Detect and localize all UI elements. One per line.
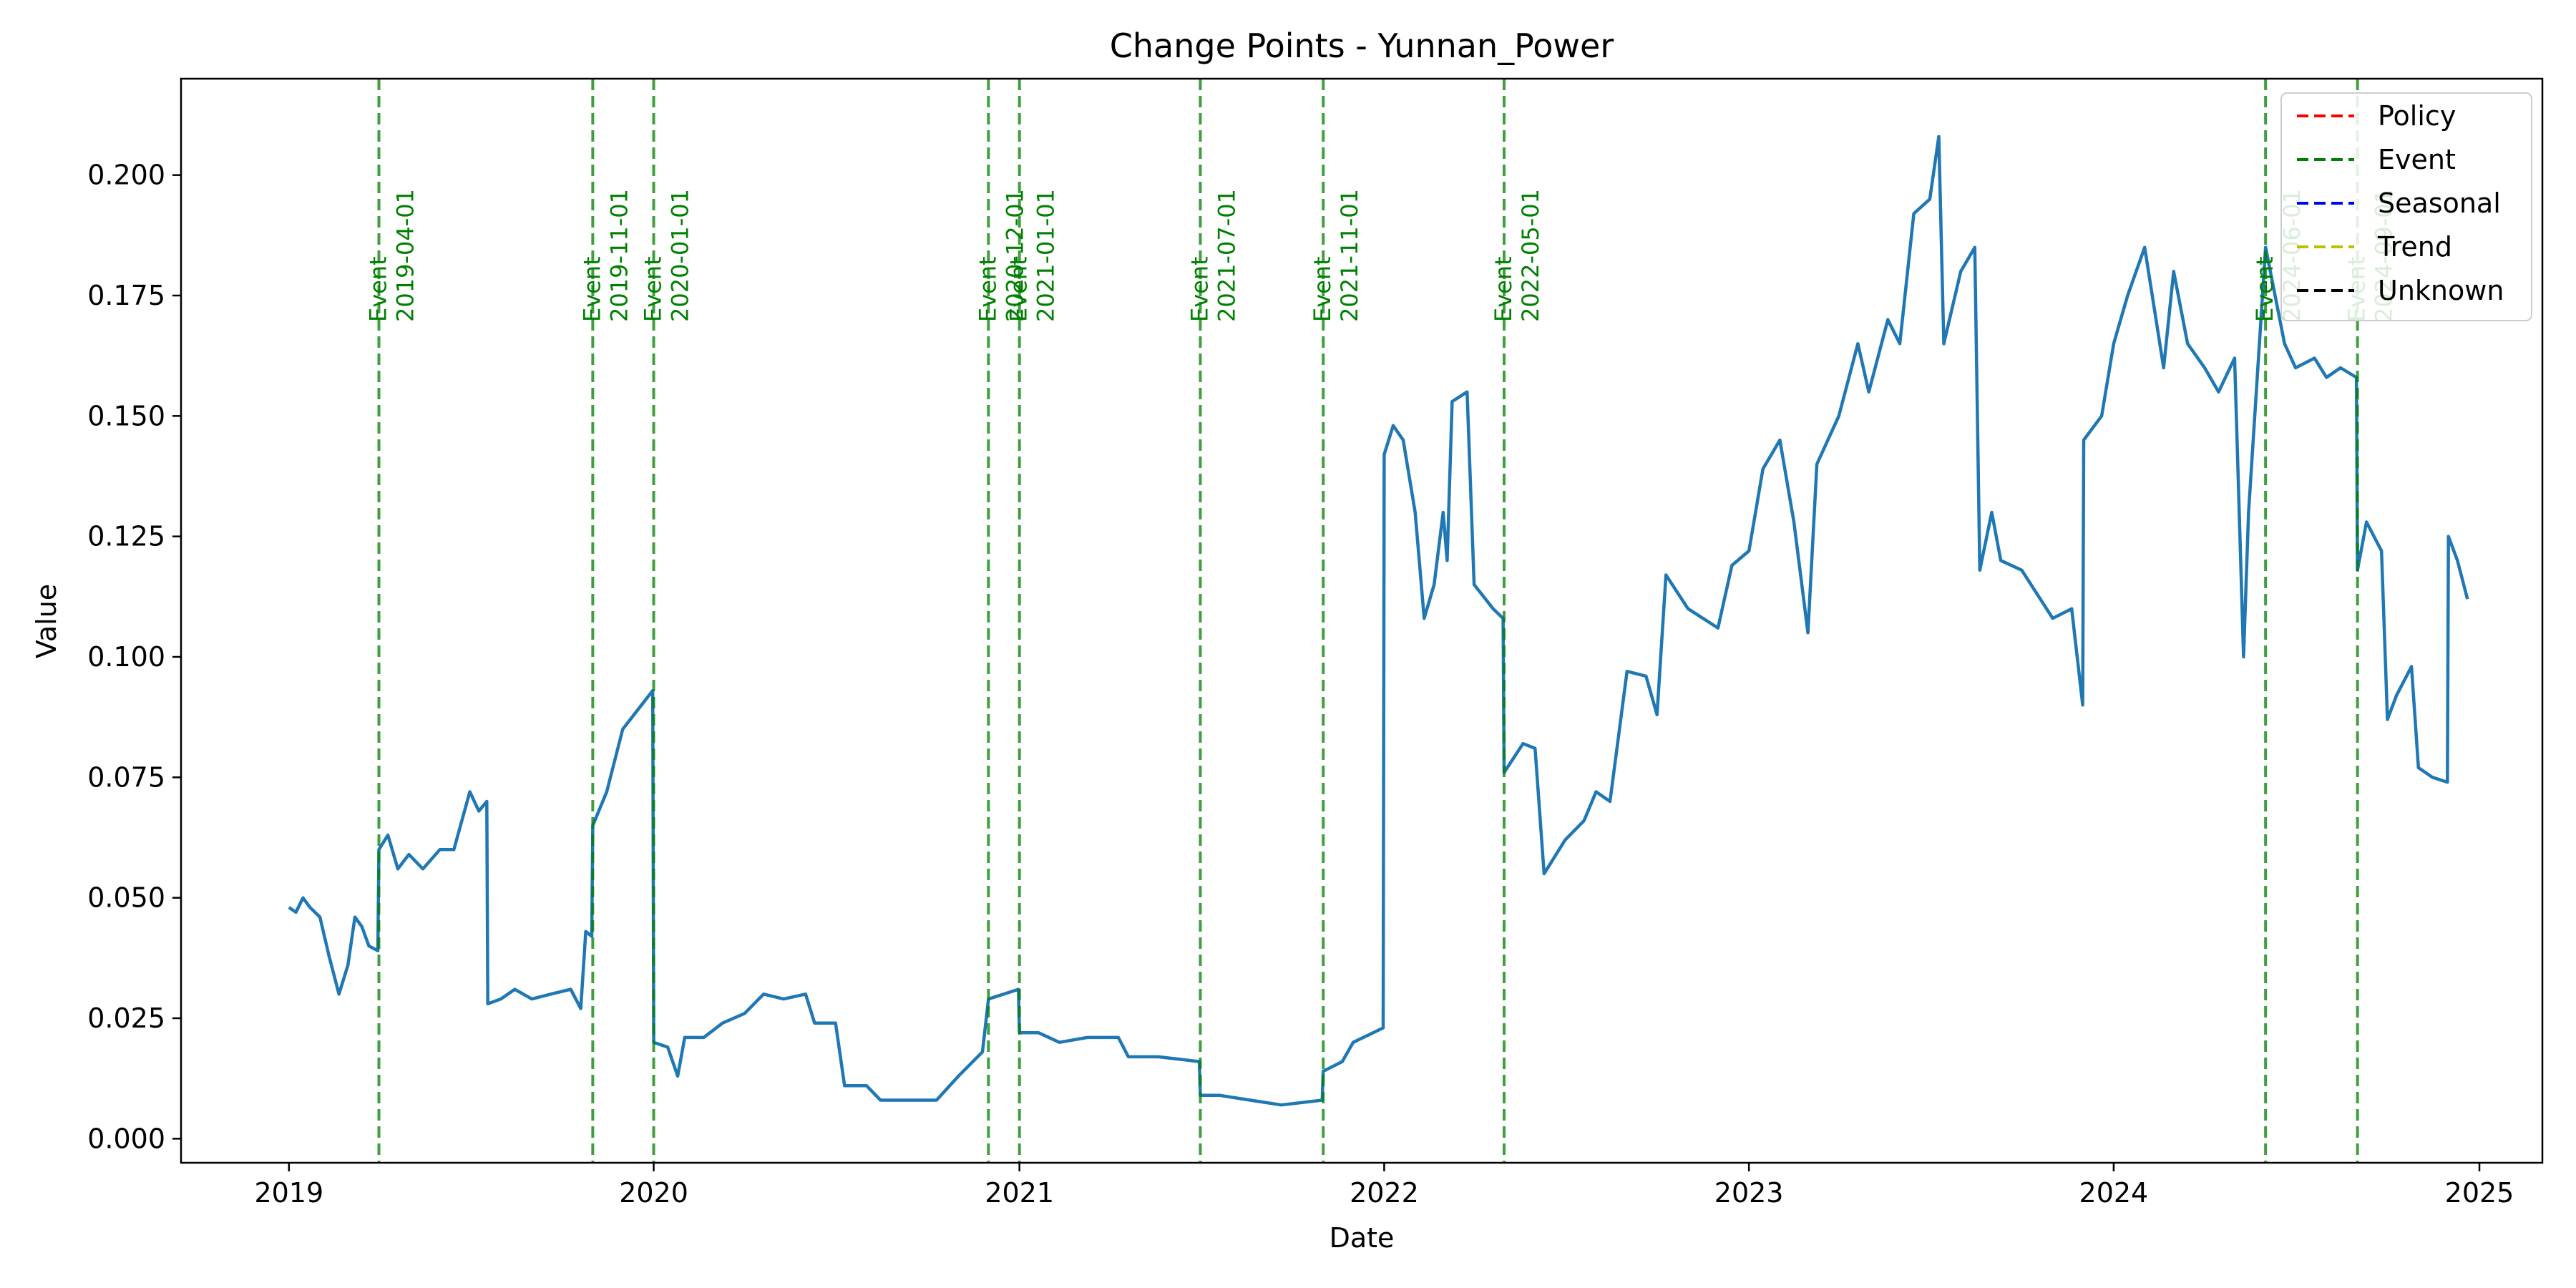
y-axis-label: Value (31, 584, 62, 658)
change-point-label: Event2020-12-01 (974, 189, 1028, 322)
series-line-0 (288, 135, 2469, 1107)
change-point-label: Event2021-01-01 (1005, 189, 1060, 322)
change-point-label: Event2019-11-01 (578, 189, 633, 322)
x-tick-label: 2022 (1350, 1177, 1419, 1209)
legend-box (2280, 92, 2532, 321)
legend-label: Trend (2377, 231, 2452, 263)
legend: Policy Event Seasonal Trend Unknown (2280, 92, 2532, 321)
y-tick-label: 0.025 (87, 1002, 165, 1034)
y-tick-label: 0.175 (87, 280, 165, 311)
y-tick-label: 0.100 (87, 641, 165, 673)
x-tick-label: 2021 (985, 1177, 1054, 1209)
y-tick-label: 0.150 (87, 400, 165, 431)
change-point-label: Event2021-07-01 (1186, 189, 1240, 322)
legend-label: Event (2378, 144, 2456, 175)
change-point-label: Event2021-11-01 (1309, 189, 1363, 322)
chart-title: Change Points - Yunnan_Power (1110, 26, 1614, 65)
legend-label: Unknown (2378, 275, 2504, 306)
y-tick-label: 0.125 (87, 521, 165, 552)
y-tick-label: 0.050 (87, 882, 165, 914)
change-point-label: Event2019-04-01 (365, 189, 419, 322)
change-point-label: Event2022-05-01 (1490, 189, 1544, 322)
change-point-label: Event2020-01-01 (640, 189, 694, 322)
x-tick-label: 2019 (254, 1177, 323, 1209)
legend-label: Seasonal (2378, 187, 2501, 219)
x-tick-label: 2025 (2445, 1177, 2514, 1209)
plot-frame (180, 77, 2544, 1164)
y-tick-label: 0.200 (87, 160, 165, 191)
x-tick-label: 2023 (1714, 1177, 1784, 1209)
x-axis-label: Date (1330, 1222, 1395, 1254)
y-tick-label: 0.075 (87, 761, 165, 793)
legend-label: Policy (2378, 100, 2456, 132)
x-tick-label: 2020 (619, 1177, 688, 1209)
y-tick-label: 0.000 (87, 1123, 165, 1154)
x-tick-label: 2024 (2079, 1177, 2149, 1209)
